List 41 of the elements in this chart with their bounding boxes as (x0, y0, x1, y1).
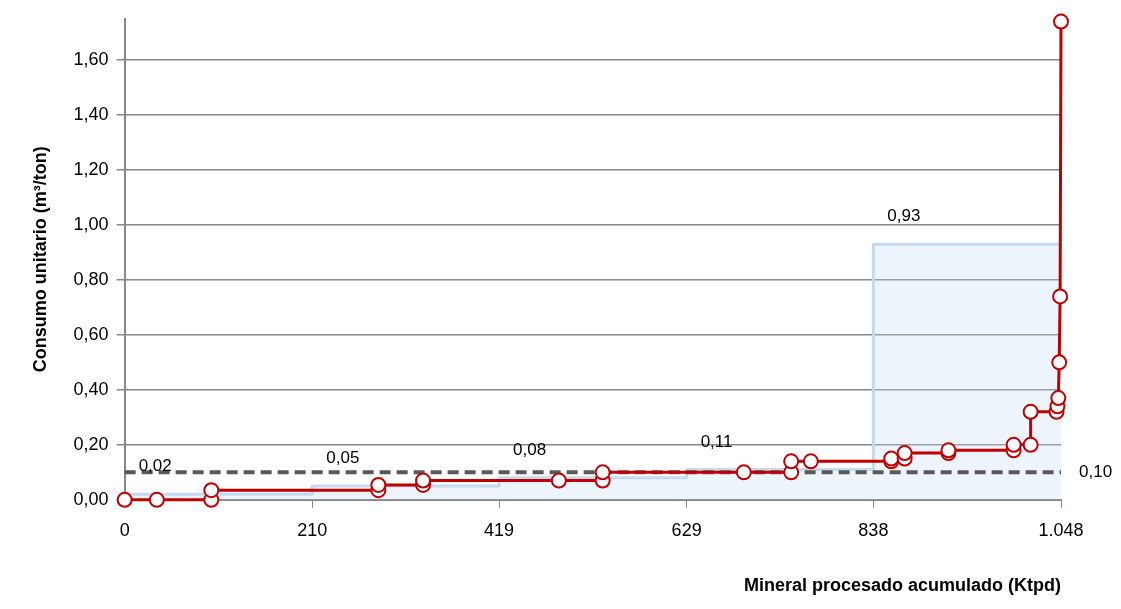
point (550, 472, 567, 489)
point (1022, 403, 1039, 420)
point (148, 491, 165, 508)
point (896, 445, 913, 462)
y-tick-label: 1,40 (73, 103, 109, 124)
point (1051, 354, 1068, 371)
y-tick-label: 1,20 (73, 158, 109, 179)
y-axis-title: Consumo unitario (m³/ton) (29, 146, 50, 373)
y-tick-label: 1,00 (73, 213, 109, 234)
point (1053, 13, 1069, 30)
point (735, 464, 752, 481)
point (116, 491, 133, 508)
point (594, 464, 611, 481)
ref-line-label: 0,10 (1079, 462, 1113, 481)
data-label: 0,11 (700, 431, 733, 451)
x-tick-label: 419 (483, 519, 515, 540)
x-tick-label: 1.048 (1038, 519, 1084, 540)
data-label: 0,05 (326, 448, 360, 468)
point (1052, 288, 1069, 305)
x-tick-label: 838 (858, 519, 889, 540)
point (1005, 436, 1022, 453)
point (415, 472, 432, 489)
data-label: 0,02 (138, 456, 172, 476)
y-tick-label: 0,60 (73, 323, 109, 344)
data-label: 0,93 (887, 206, 921, 226)
y-tick-label: 0,80 (73, 268, 109, 289)
data-label: 0,08 (513, 440, 547, 459)
point (1022, 436, 1039, 453)
x-tick-label: 0 (119, 519, 130, 540)
y-tick-label: 0,00 (73, 488, 109, 509)
y-tick-label: 0,40 (73, 378, 109, 399)
x-tick-label: 629 (671, 519, 702, 540)
x-tick-label: 210 (297, 519, 328, 540)
point (802, 453, 819, 470)
point (783, 453, 800, 470)
x-axis-title: Mineral procesado acumulado (Ktpd) (743, 575, 1061, 596)
y-tick-label: 1,60 (73, 49, 109, 69)
point (203, 482, 220, 499)
point (370, 476, 387, 493)
y-tick-label: 0,20 (73, 433, 109, 454)
point (1050, 390, 1067, 407)
